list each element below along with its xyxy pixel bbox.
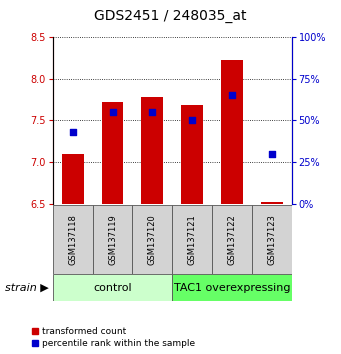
Bar	[181, 105, 203, 204]
Point	[150, 109, 155, 115]
Bar	[261, 202, 283, 204]
Bar	[102, 102, 123, 204]
Point	[269, 151, 275, 156]
Text: GDS2451 / 248035_at: GDS2451 / 248035_at	[94, 9, 247, 23]
Text: GSM137119: GSM137119	[108, 215, 117, 265]
Bar	[132, 205, 172, 274]
Text: GSM137118: GSM137118	[68, 215, 77, 265]
Bar	[172, 274, 292, 301]
Point	[110, 109, 115, 115]
Bar	[93, 205, 132, 274]
Bar	[172, 205, 212, 274]
Text: control: control	[93, 282, 132, 293]
Point	[70, 129, 75, 135]
Bar	[252, 205, 292, 274]
Bar	[53, 205, 93, 274]
Text: TAC1 overexpressing: TAC1 overexpressing	[174, 282, 290, 293]
Point	[229, 93, 235, 98]
Bar	[221, 61, 243, 204]
Bar	[212, 205, 252, 274]
Text: GSM137121: GSM137121	[188, 215, 197, 265]
Bar	[62, 154, 84, 204]
Point	[189, 118, 195, 123]
Legend: transformed count, percentile rank within the sample: transformed count, percentile rank withi…	[32, 327, 195, 348]
Text: GSM137122: GSM137122	[227, 215, 236, 265]
Bar	[53, 274, 172, 301]
Text: GSM137120: GSM137120	[148, 215, 157, 265]
Bar	[142, 97, 163, 204]
Text: GSM137123: GSM137123	[267, 215, 276, 265]
Text: strain ▶: strain ▶	[5, 282, 49, 293]
